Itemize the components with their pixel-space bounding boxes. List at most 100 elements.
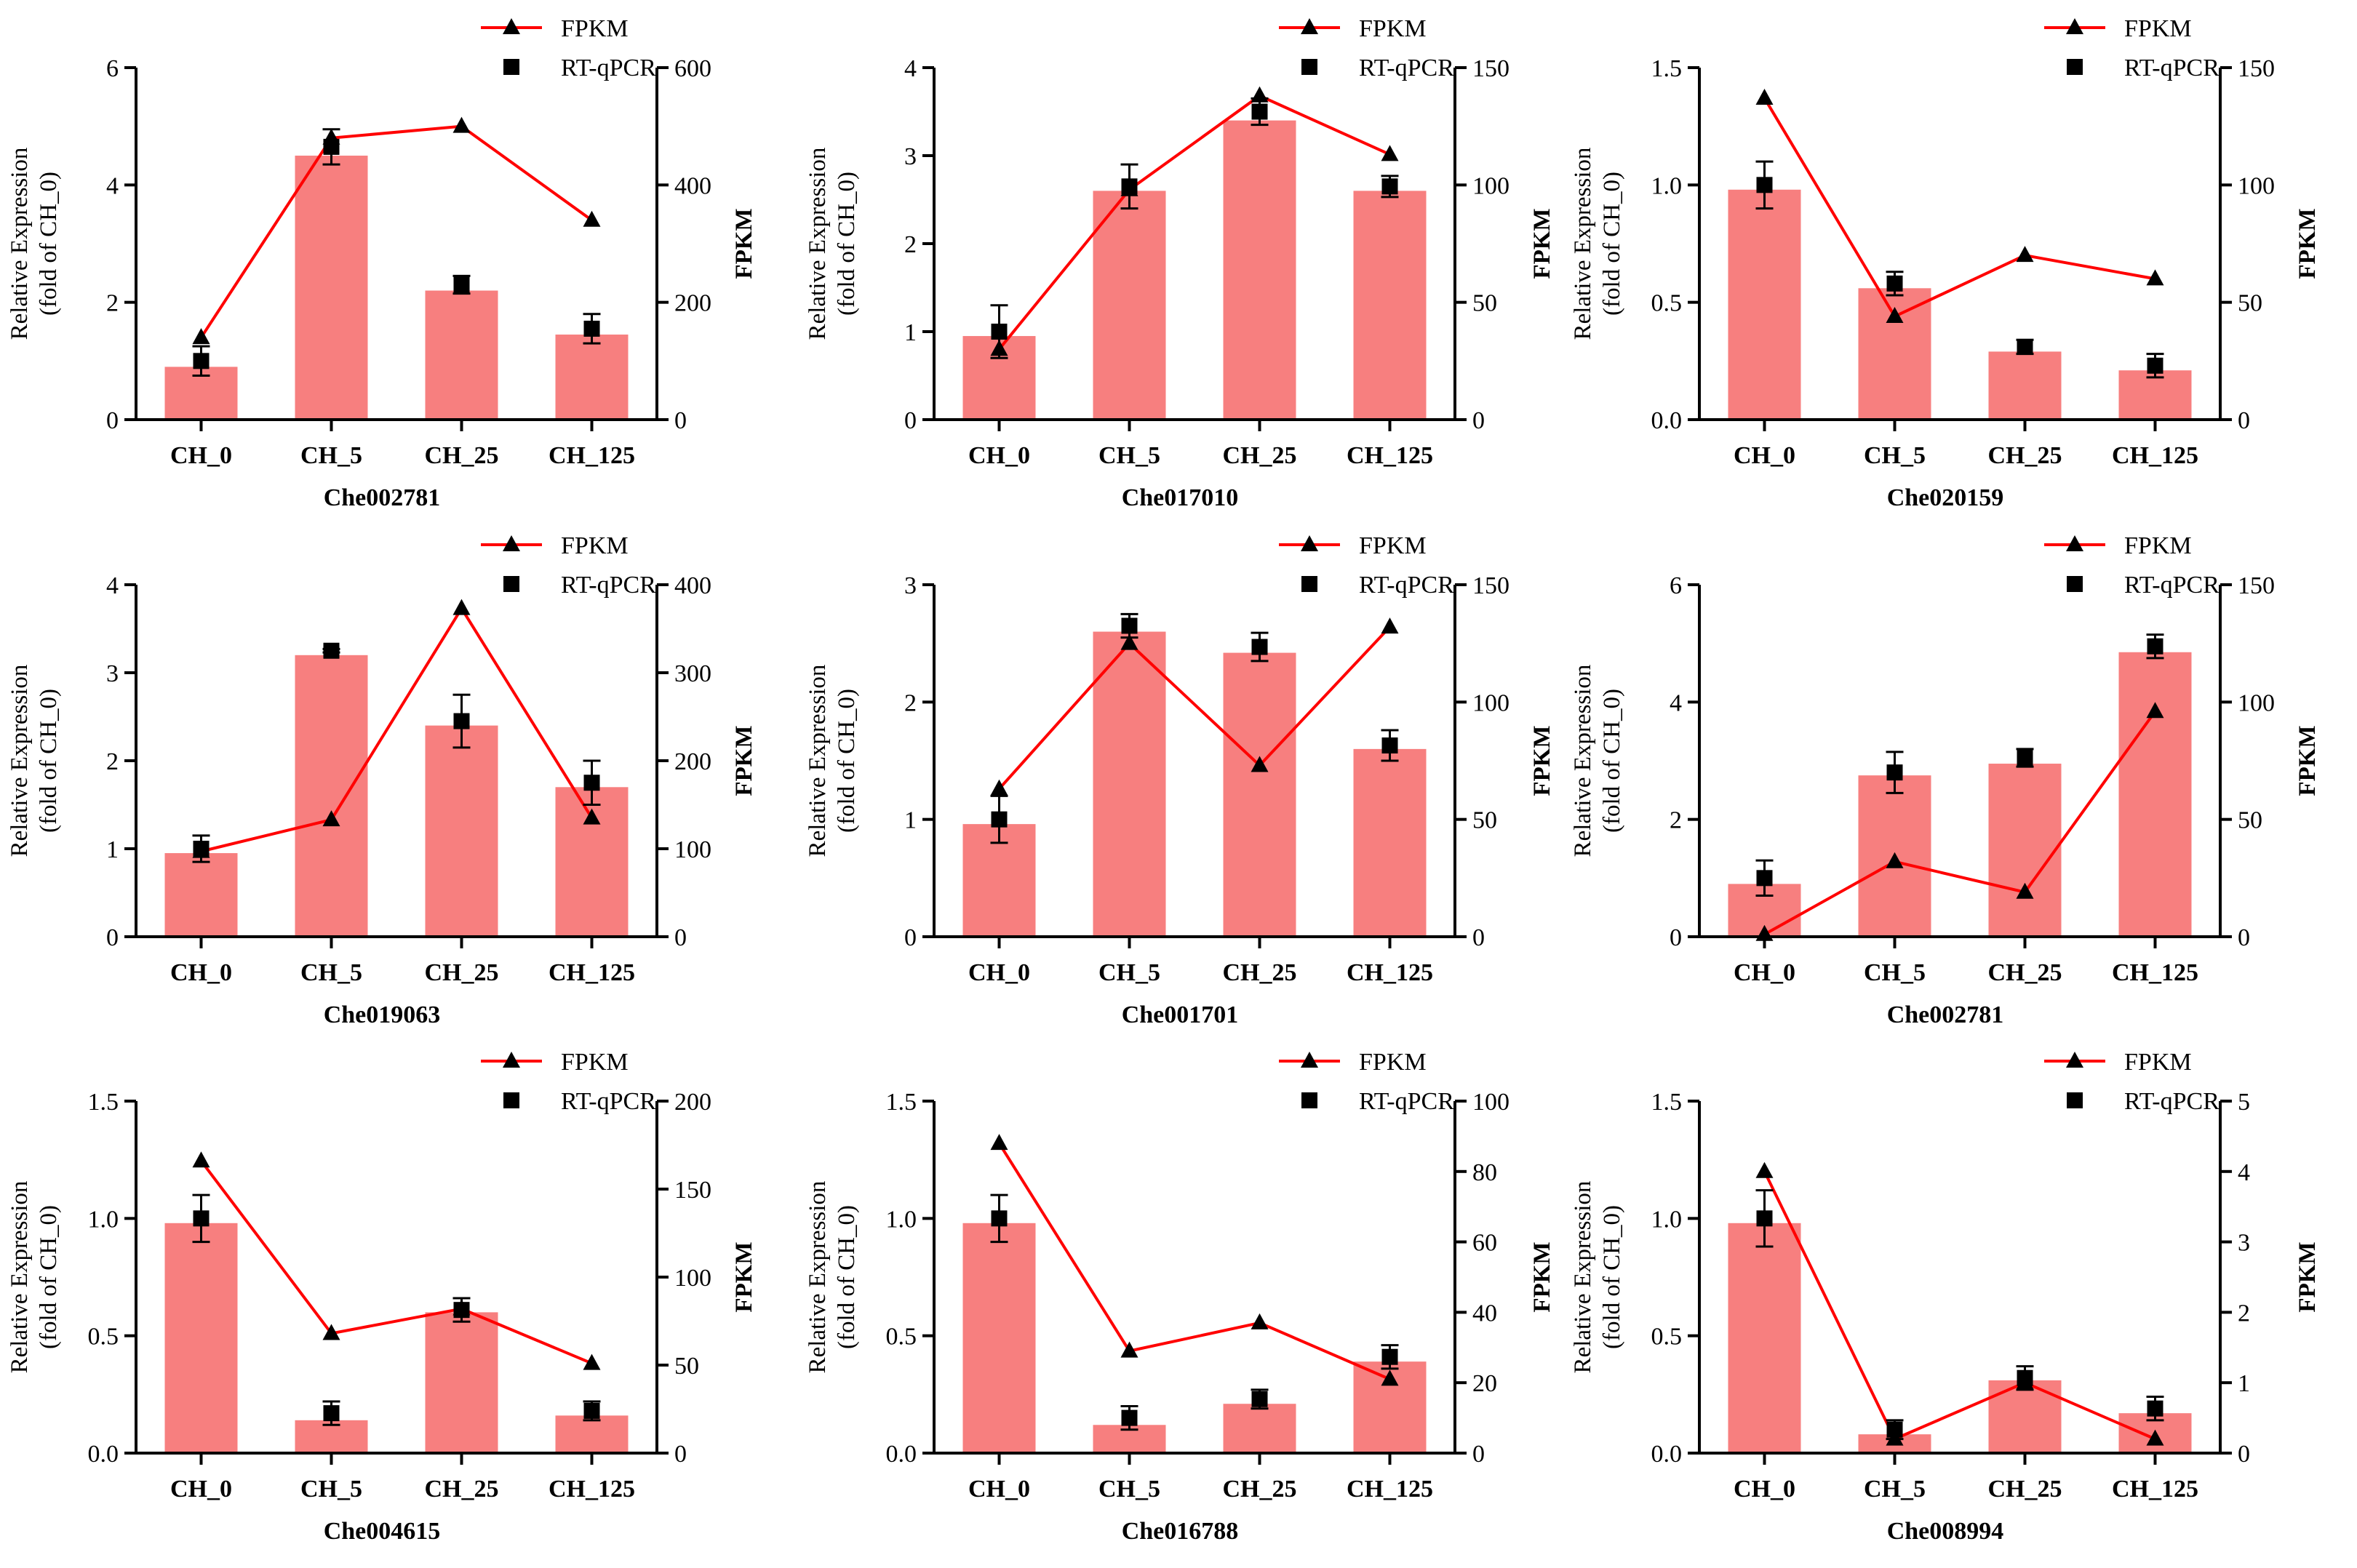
fpkm-point-ch-25 <box>1251 1313 1269 1329</box>
bar-ch-25 <box>1223 120 1296 420</box>
fpkm-point-ch-5 <box>1120 1341 1138 1358</box>
legend-fpkm-label: FPKM <box>2124 1049 2192 1076</box>
left-tick-label: 2 <box>904 689 917 716</box>
qpcr-point-ch-25 <box>453 1302 470 1319</box>
right-axis-title: FPKM <box>731 208 757 279</box>
fpkm-point-ch-25 <box>2016 882 2034 899</box>
fpkm-point-ch-25 <box>2016 246 2034 263</box>
x-tick-label: CH_25 <box>1223 959 1297 986</box>
x-tick-label: CH_25 <box>425 959 499 986</box>
gene-title: Che016788 <box>1122 1518 1239 1545</box>
right-tick-label: 1 <box>2238 1370 2250 1397</box>
x-tick-label: CH_125 <box>1347 1476 1433 1503</box>
right-tick-label: 150 <box>1472 55 1509 82</box>
fpkm-line <box>1763 97 2155 319</box>
left-tick-label: 0 <box>106 924 119 951</box>
x-tick-label: CH_125 <box>2112 1476 2198 1503</box>
x-tick-label: CH_0 <box>170 959 232 986</box>
left-tick-label: 3 <box>904 572 917 599</box>
x-tick-label: CH_25 <box>1223 442 1297 469</box>
x-tick-label: CH_125 <box>549 959 635 986</box>
right-tick-label: 0 <box>2238 1441 2250 1468</box>
qpcr-point-ch-0 <box>1756 870 1773 887</box>
right-tick-label: 150 <box>2238 572 2275 599</box>
qpcr-point-ch-125 <box>1381 1348 1398 1365</box>
left-tick-label: 1.5 <box>88 1089 119 1116</box>
gene-title: Che020159 <box>1887 484 2004 511</box>
right-axis-title: FPKM <box>2294 1241 2321 1312</box>
right-tick-label: 150 <box>2238 55 2275 82</box>
gene-title: Che001701 <box>1122 1001 1239 1028</box>
legend-qpcr-label: RT-qPCR <box>1359 55 1454 81</box>
fpkm-line <box>199 1160 593 1365</box>
right-tick-label: 600 <box>674 55 711 82</box>
left-axis-title: Relative Expression <box>805 665 831 857</box>
right-tick-label: 50 <box>2238 290 2262 317</box>
fpkm-point-ch-125 <box>583 1353 601 1370</box>
left-tick-label: 1.0 <box>1651 172 1683 199</box>
legend-fpkm-marker <box>503 535 520 551</box>
fpkm-point-ch-0 <box>990 1134 1008 1151</box>
legend-qpcr-marker <box>1301 576 1317 592</box>
bar-ch-0 <box>164 853 238 937</box>
fpkm-point-ch-125 <box>2146 1429 2164 1446</box>
left-tick-label: 4 <box>106 172 119 199</box>
left-axis-subtitle: (fold of CH_0) <box>36 689 62 833</box>
left-tick-label: 0.5 <box>886 1324 917 1351</box>
bar-ch-5 <box>295 156 368 420</box>
gene-title: Che017010 <box>1122 484 1239 511</box>
fpkm-line <box>1763 1170 2156 1441</box>
bar-ch-25 <box>1988 764 2062 937</box>
qpcr-point-ch-125 <box>2147 638 2163 655</box>
left-tick-label: 1 <box>904 807 917 834</box>
legend-qpcr-label: RT-qPCR <box>2124 55 2220 81</box>
qpcr-point-ch-0 <box>193 1210 210 1227</box>
legend-fpkm-marker <box>503 1052 520 1068</box>
right-tick-label: 100 <box>1472 1089 1509 1116</box>
left-tick-label: 2 <box>106 748 119 775</box>
right-tick-label: 5 <box>2238 1089 2250 1116</box>
legend-fpkm-marker <box>2066 535 2083 551</box>
x-tick-label: CH_0 <box>968 959 1030 986</box>
left-axis-subtitle: (fold of CH_0) <box>1599 172 1625 316</box>
left-axis-title: Relative Expression <box>1570 665 1596 857</box>
x-tick-label: CH_5 <box>300 442 362 469</box>
qpcr-point-ch-5 <box>323 642 340 659</box>
x-tick-label: CH_25 <box>425 442 499 469</box>
qpcr-point-ch-125 <box>1381 737 1398 754</box>
fpkm-point-ch-125 <box>1381 1369 1399 1386</box>
fpkm-point-ch-5 <box>322 810 340 827</box>
x-tick-label: CH_5 <box>1098 959 1160 986</box>
fpkm-point-ch-0 <box>1755 88 1774 105</box>
legend-fpkm-label: FPKM <box>1359 532 1427 559</box>
bar-ch-5 <box>1093 191 1166 420</box>
qpcr-point-ch-125 <box>2147 1400 2163 1417</box>
bar-ch-0 <box>962 1223 1036 1453</box>
qpcr-point-ch-25 <box>2017 1369 2033 1386</box>
chart-panel-7: 0.0 0.5 1.0 1.5 0 50 100 150 200 CH_0 CH_5 CH_25 CH_… <box>7 1049 757 1545</box>
right-axis-title: FPKM <box>1529 1241 1555 1312</box>
x-tick-label: CH_125 <box>2112 959 2198 986</box>
x-tick-label: CH_125 <box>1347 959 1433 986</box>
bar-ch-25 <box>425 725 498 937</box>
left-axis-subtitle: (fold of CH_0) <box>834 1205 860 1349</box>
qpcr-point-ch-0 <box>193 353 210 369</box>
right-tick-label: 100 <box>2238 689 2275 716</box>
left-tick-label: 0.5 <box>1651 1324 1683 1351</box>
legend-fpkm-label: FPKM <box>561 1049 629 1076</box>
legend-qpcr-label: RT-qPCR <box>2124 572 2220 599</box>
qpcr-point-ch-5 <box>1886 275 1903 292</box>
qpcr-point-ch-25 <box>453 713 470 729</box>
legend-qpcr-marker <box>2067 1092 2083 1108</box>
left-axis-subtitle: (fold of CH_0) <box>36 172 62 316</box>
legend-qpcr-marker <box>2067 576 2083 592</box>
legend-fpkm-marker <box>1301 18 1318 34</box>
fpkm-point-ch-125 <box>2146 702 2164 719</box>
left-tick-label: 4 <box>106 572 119 599</box>
right-tick-label: 20 <box>1472 1370 1497 1397</box>
qpcr-point-ch-25 <box>2017 338 2033 355</box>
fpkm-point-ch-125 <box>1381 145 1399 161</box>
left-axis-subtitle: (fold of CH_0) <box>1599 1205 1625 1349</box>
legend-fpkm-label: FPKM <box>2124 532 2192 559</box>
left-tick-label: 1.5 <box>886 1089 917 1116</box>
